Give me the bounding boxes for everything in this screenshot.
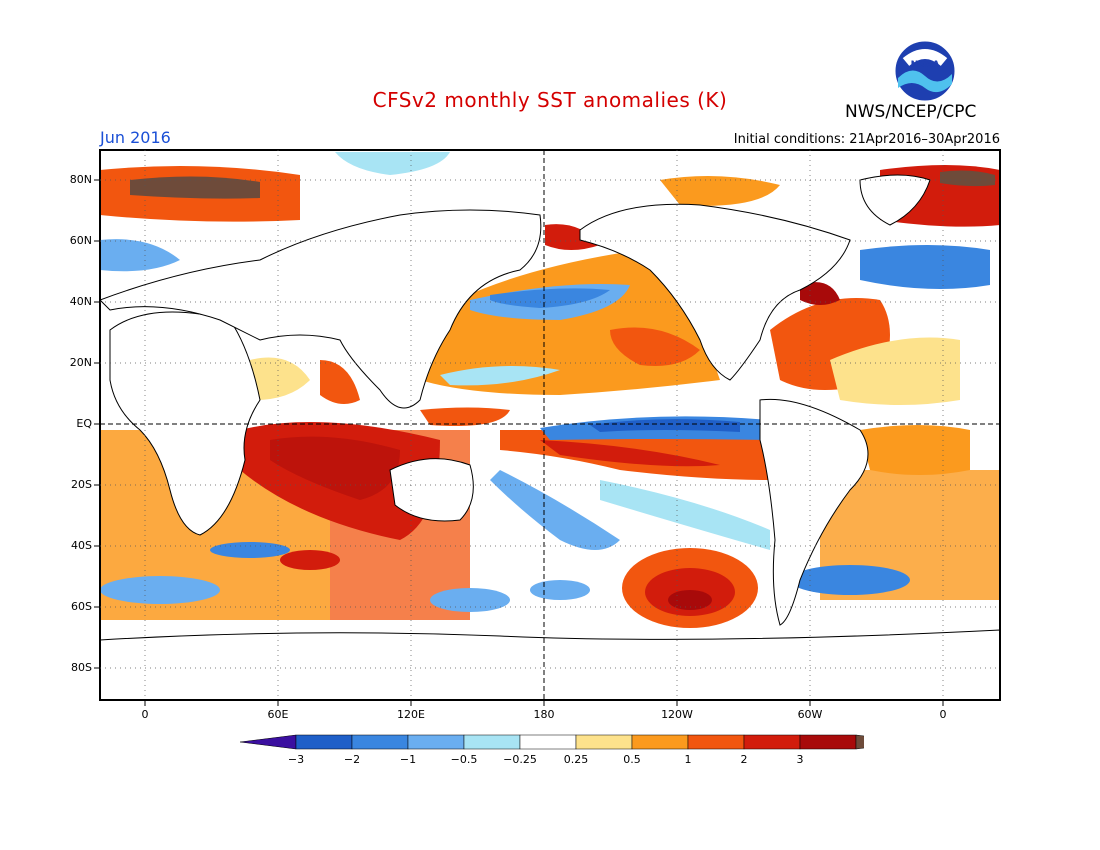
colorbar-tick-label: −3: [287, 753, 305, 766]
lat-label: 20N: [69, 356, 92, 369]
colorbar-segment: [743, 734, 801, 750]
colorbar-segment: [687, 734, 745, 750]
eurasia-landmass: [100, 209, 542, 409]
colorbar-max-triangle: [855, 734, 864, 750]
lon-label: 120W: [661, 708, 693, 721]
map-frame: [99, 149, 1001, 701]
noaa-logo: NOAA: [894, 40, 956, 102]
colorbar-tick-label: −2: [343, 753, 361, 766]
colorbar-segment: [575, 734, 633, 750]
graticule: [100, 150, 1000, 700]
colorbar-tick-label: 0.25: [563, 753, 589, 766]
colorbar-tick-label: 1: [684, 753, 692, 766]
lat-label: 20S: [71, 478, 92, 491]
colorbar-tick-label: −1: [399, 753, 417, 766]
lon-label: 0: [939, 708, 947, 721]
lat-label: 80S: [71, 661, 92, 674]
lat-label: 40S: [71, 539, 92, 552]
colorbar-tick-label: 0.5: [623, 753, 641, 766]
axis-ticks: [94, 179, 944, 706]
lon-label: 120E: [397, 708, 425, 721]
colorbar-segment: [799, 734, 857, 750]
antarctica-coast: [100, 629, 1000, 700]
lat-label: 40N: [69, 295, 92, 308]
valid-month: Jun 2016: [100, 128, 171, 147]
colorbar-segment: [351, 734, 409, 750]
initial-conditions: Initial conditions: 21Apr2016–30Apr2016: [733, 132, 1000, 147]
reference-lines: [100, 150, 1000, 700]
noaa-logo-text: NOAA: [911, 60, 940, 70]
lat-label: 60S: [71, 600, 92, 613]
lon-label: 60W: [797, 708, 823, 721]
colorbar-min-triangle: [240, 734, 297, 750]
colorbar: [240, 734, 864, 750]
colorbar-segment: [631, 734, 689, 750]
lat-label: EQ: [76, 417, 92, 430]
greenland-landmass: [859, 174, 931, 226]
colorbar-tick-label: 2: [740, 753, 748, 766]
map-title: CFSv2 monthly SST anomalies (K): [372, 88, 728, 112]
lat-label: 60N: [69, 234, 92, 247]
colorbar-tick-label: −0.25: [503, 753, 537, 766]
colorbar-segment: [295, 734, 353, 750]
agency-label: NWS/NCEP/CPC: [845, 102, 977, 122]
colorbar-tick-label: −0.5: [450, 753, 478, 766]
colorbar-segment: [407, 734, 465, 750]
lat-label: 80N: [69, 173, 92, 186]
colorbar-tick-label: 3: [796, 753, 804, 766]
lon-label: 60E: [267, 708, 289, 721]
lon-label: 0: [141, 708, 149, 721]
north-america-landmass: [579, 203, 851, 381]
colorbar-segment: [463, 734, 521, 750]
colorbar-segment: [519, 734, 577, 750]
south-america-landmass: [759, 398, 869, 626]
lon-label: 180: [533, 708, 555, 721]
